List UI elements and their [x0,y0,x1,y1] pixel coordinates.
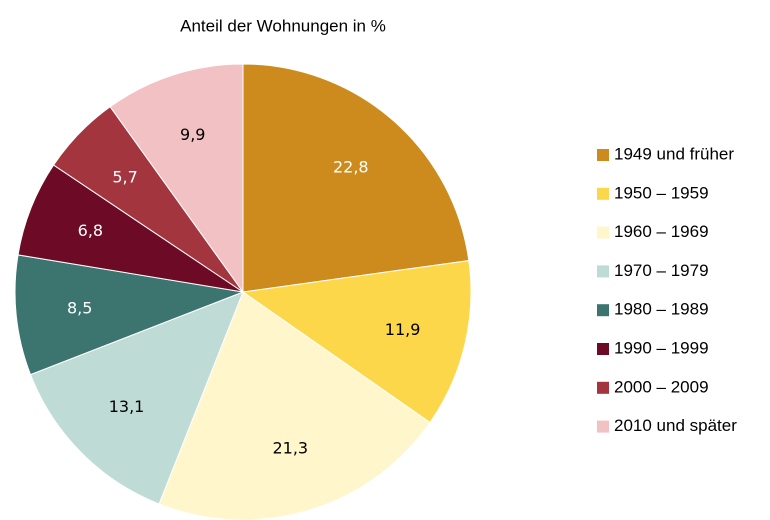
pie-slice [14,254,245,376]
legend-label: 1960 – 1969 [614,222,709,241]
pie-slice [241,260,472,424]
legend-label: 1949 und früher [614,144,734,163]
legend-swatch [597,187,609,200]
pie-slice [242,63,470,293]
pie-slice [109,63,244,294]
data-label: 11,9 [385,320,421,339]
chart-title: Anteil der Wohnungen in % [180,16,386,35]
legend-swatch [597,343,609,355]
legend-swatch [597,304,609,317]
data-label: 6,8 [78,221,103,240]
legend-swatch [597,381,609,394]
pie-slice [158,291,431,520]
legend-label: 1950 – 1959 [614,183,709,202]
data-label: 21,3 [272,439,308,458]
data-label: 22,8 [333,158,369,177]
data-label: 13,1 [109,397,145,416]
legend-label: 1980 – 1989 [614,300,709,319]
legend-swatch [597,265,609,278]
legend-swatch [597,149,609,161]
legend-label: 2010 und später [614,416,737,435]
data-label: 8,5 [67,298,92,317]
legend-label: 1970 – 1979 [614,261,709,280]
data-label: 5,7 [112,167,137,186]
legend-swatch [597,420,609,433]
legend-label: 2000 – 2009 [614,377,709,396]
legend-label: 1990 – 1999 [614,338,709,357]
data-label: 9,9 [180,125,205,144]
legend-swatch [597,226,609,239]
pie-slice [29,291,244,505]
